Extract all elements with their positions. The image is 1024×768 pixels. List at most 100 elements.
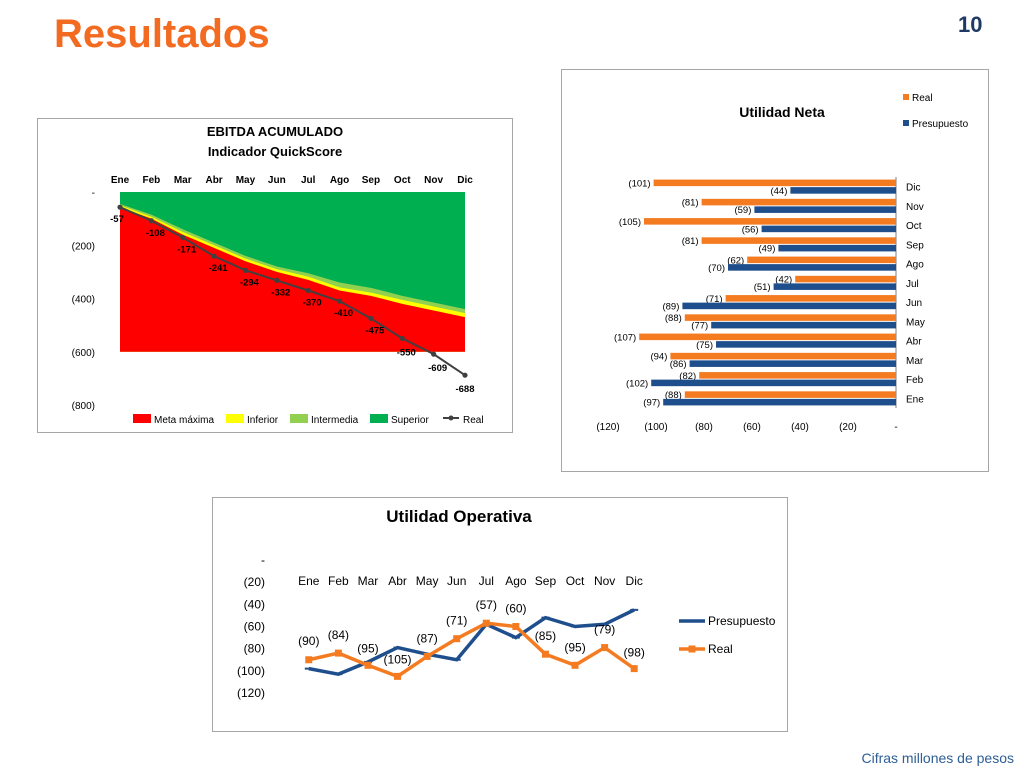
x-tick-label: (80) bbox=[695, 422, 713, 433]
x-tick-label: Dic bbox=[457, 175, 473, 186]
x-tick-label: (20) bbox=[839, 422, 857, 433]
data-label-real: (42) bbox=[775, 275, 792, 286]
y-tick-label: (400) bbox=[72, 295, 95, 306]
series-line-real bbox=[119, 206, 466, 377]
y-tick-label: (100) bbox=[237, 664, 265, 678]
bar-real bbox=[701, 237, 896, 244]
data-label-real: -57 bbox=[110, 214, 124, 225]
data-label-presupuesto: (70) bbox=[708, 263, 725, 274]
bar-presupuesto bbox=[754, 206, 896, 213]
bar-presupuesto bbox=[761, 225, 896, 233]
utilidad-neta-chart: Utilidad Neta (88) (97) Ene (82) (102) Feb (94)… bbox=[596, 93, 969, 433]
data-label-presupuesto: (102) bbox=[626, 378, 648, 389]
data-point-real bbox=[305, 656, 313, 664]
data-label-real: -294 bbox=[240, 277, 260, 288]
ebitda-chart: EBITDA ACUMULADO Indicador QuickScore - (20… bbox=[72, 124, 484, 426]
data-point-real bbox=[336, 298, 343, 304]
utilidad-neta-chart-panel: Utilidad Neta (88) (97) Ene (82) (102) Feb (94)… bbox=[561, 69, 989, 472]
y-tick-label: Dic bbox=[906, 183, 920, 194]
data-point-real bbox=[368, 315, 374, 322]
data-point-real bbox=[180, 234, 186, 241]
data-point-real bbox=[117, 204, 123, 210]
utilidad-operativa-chart: Utilidad Operativa - (20) (40) (60) (80) (100)… bbox=[237, 507, 776, 700]
data-label-presupuesto: (75) bbox=[696, 340, 713, 351]
data-point-real bbox=[305, 287, 311, 294]
legend-label: Presupuesto bbox=[912, 119, 969, 130]
data-label-real: (60) bbox=[505, 602, 526, 616]
x-tick-label: Feb bbox=[142, 175, 160, 186]
y-tick-label: (120) bbox=[237, 686, 265, 700]
data-label-real: (95) bbox=[357, 641, 378, 655]
data-label-real: (88) bbox=[665, 390, 682, 401]
bar-presupuesto bbox=[689, 360, 896, 367]
data-point-real bbox=[601, 644, 609, 652]
x-tick-label: Feb bbox=[328, 574, 349, 588]
x-tick-label: Jul bbox=[479, 574, 494, 588]
data-label-presupuesto: (89) bbox=[662, 301, 679, 312]
x-tick-label: Dic bbox=[626, 574, 643, 588]
y-tick-label: (20) bbox=[244, 575, 265, 589]
x-tick-label: Oct bbox=[394, 175, 411, 186]
y-tick-label: - bbox=[92, 188, 95, 199]
data-label-real: (94) bbox=[650, 352, 667, 363]
bar-presupuesto bbox=[663, 398, 896, 406]
bar-real bbox=[701, 198, 896, 206]
legend-swatch-presupuesto bbox=[903, 120, 909, 126]
series-line-real bbox=[308, 621, 636, 679]
data-label-real: (81) bbox=[682, 198, 699, 209]
legend-swatch bbox=[290, 414, 308, 423]
bar-presupuesto bbox=[682, 302, 896, 310]
bar-real bbox=[684, 314, 896, 321]
x-tick-label: Sep bbox=[362, 175, 380, 186]
y-tick-label: (60) bbox=[244, 620, 265, 634]
legend-swatch bbox=[370, 414, 388, 423]
data-label-real: (57) bbox=[476, 598, 497, 612]
footnote: Cifras millones de pesos bbox=[861, 750, 1014, 766]
x-tick-label: Abr bbox=[388, 574, 407, 588]
y-tick-label: (80) bbox=[244, 642, 265, 656]
data-label-real: (79) bbox=[594, 623, 615, 637]
data-label-real: (95) bbox=[564, 640, 585, 654]
data-label-real: -108 bbox=[146, 228, 165, 239]
data-label-real: (90) bbox=[298, 634, 319, 648]
bar-presupuesto bbox=[711, 321, 896, 329]
data-label-real: (107) bbox=[614, 332, 636, 343]
legend-swatch bbox=[133, 414, 151, 423]
band-meta-máxima bbox=[120, 207, 465, 352]
bar-real bbox=[653, 179, 896, 187]
data-label-presupuesto: (77) bbox=[691, 321, 708, 332]
legend-label: Inferior bbox=[247, 415, 279, 426]
data-label-real: -370 bbox=[303, 298, 322, 309]
data-point-real bbox=[512, 623, 520, 630]
legend-marker-real bbox=[688, 645, 696, 653]
y-tick-label: Abr bbox=[906, 337, 922, 348]
x-tick-label: (100) bbox=[644, 422, 667, 433]
legend-swatch-real bbox=[903, 94, 909, 100]
data-point-real bbox=[571, 661, 579, 669]
data-label-real: -688 bbox=[455, 384, 474, 395]
legend-label: Intermedia bbox=[311, 415, 359, 426]
data-point-real bbox=[453, 635, 461, 643]
bar-real bbox=[747, 256, 896, 264]
data-point-real bbox=[334, 649, 342, 657]
data-point-real bbox=[148, 218, 154, 224]
chart-title: EBITDA ACUMULADO bbox=[207, 124, 343, 139]
data-label-real: -241 bbox=[209, 263, 229, 274]
data-point-real bbox=[431, 351, 437, 357]
bar-presupuesto bbox=[716, 341, 896, 348]
x-tick-label: - bbox=[894, 422, 897, 433]
legend-marker-real bbox=[448, 415, 454, 421]
page-number: 10 bbox=[958, 12, 983, 37]
data-label-real: (71) bbox=[706, 294, 723, 305]
y-tick-label: Mar bbox=[906, 356, 924, 367]
x-tick-label: (120) bbox=[596, 422, 619, 433]
legend-label: Superior bbox=[391, 415, 429, 426]
y-tick-label: Sep bbox=[906, 240, 924, 251]
chart-title: Utilidad Neta bbox=[739, 104, 825, 120]
data-point-real bbox=[399, 335, 405, 342]
bar-real bbox=[644, 218, 896, 225]
bar-presupuesto bbox=[651, 379, 896, 387]
data-point-real bbox=[242, 267, 249, 273]
legend-label: Presupuesto bbox=[708, 614, 776, 628]
y-tick-label: (600) bbox=[72, 348, 95, 359]
